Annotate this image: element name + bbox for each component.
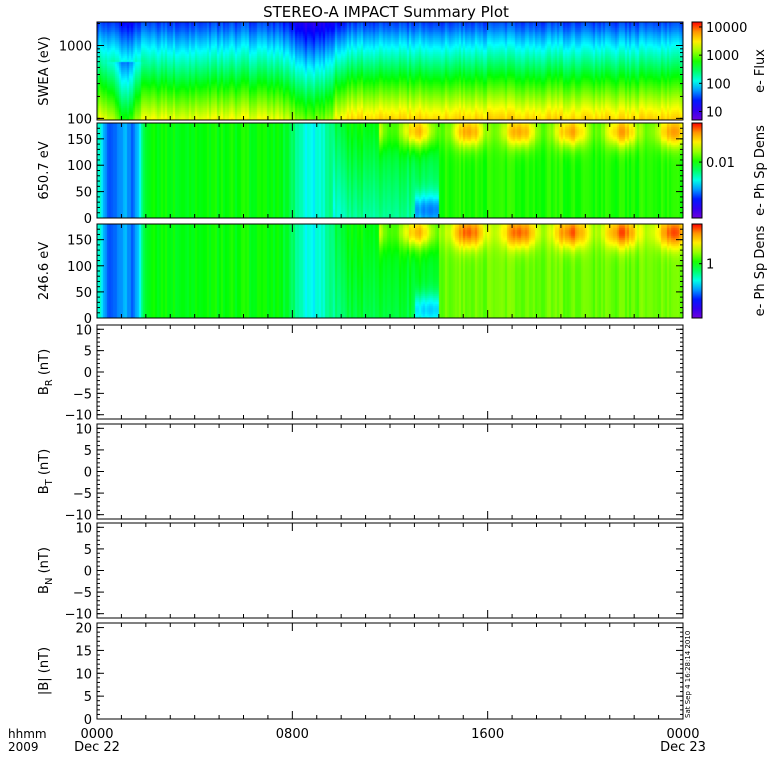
y-axis-label: |B| (nT)	[37, 647, 52, 695]
y-tick-label: 50	[75, 286, 92, 301]
y-tick-label: −5	[73, 387, 92, 402]
y-tick-label: 0	[84, 366, 92, 381]
y-tick-label: −5	[73, 487, 92, 502]
colorbar-label: e- Ph Sp Dens	[753, 125, 768, 216]
y-tick-label: −10	[65, 608, 92, 623]
x-tick-date: Dec 22	[74, 740, 120, 755]
colorbar-tick-label: 10000	[706, 21, 747, 36]
panel-frame-6	[96, 522, 684, 619]
y-tick-label: 5	[84, 690, 92, 705]
x-axis-row2-label: 2009	[8, 740, 39, 754]
colorbar-tick-label: 100	[706, 77, 731, 92]
y-tick-label: 15	[75, 644, 92, 659]
y-tick-label: 5	[84, 345, 92, 360]
y-tick-label: 1000	[59, 39, 92, 54]
y-tick-label: 150	[67, 234, 92, 249]
timestamp-stamp: Sat Sep 4 16:28:14 2010	[684, 631, 692, 718]
y-tick-label: 150	[67, 133, 92, 148]
y-axis-label: BN (nT)	[37, 547, 55, 594]
y-tick-label: −10	[65, 509, 92, 524]
y-axis-label: 650.7 eV	[37, 141, 52, 199]
x-tick-label: 0000	[80, 727, 113, 742]
panel-frame-5	[96, 423, 684, 520]
x-tick-date: Dec 23	[660, 740, 706, 755]
heatmap-panel-2	[97, 123, 683, 218]
y-axis-label: BR (nT)	[37, 349, 55, 395]
y-tick-label: 0	[84, 565, 92, 580]
y-axis-label: SWEA (eV)	[37, 36, 52, 105]
y-tick-label: 10	[75, 667, 92, 682]
x-tick-label: 1600	[471, 727, 504, 742]
y-tick-label: 5	[84, 444, 92, 459]
y-tick-label: 0	[84, 212, 92, 227]
panel-frame-7	[96, 622, 684, 720]
colorbar-tick-label: 1	[706, 258, 714, 273]
y-axis-label: BT (nT)	[37, 449, 55, 495]
heatmap-panel-1	[97, 22, 683, 120]
colorbar-1	[691, 21, 703, 121]
colorbar-tick-label: 0.01	[706, 156, 735, 171]
panel-frame-4	[96, 324, 684, 420]
x-tick-label: 0000	[666, 727, 699, 742]
y-tick-label: 100	[67, 159, 92, 174]
heatmap-panel-3	[97, 224, 683, 318]
colorbar-label: e- Flux	[753, 49, 768, 93]
colorbar-label: e- Ph Sp Dens	[753, 225, 768, 316]
colorbars: 10 100 1000 10000 e- Flux 0.01 e- Ph Sp Dens 1 e…	[691, 21, 768, 319]
colorbar-tick-label: 1000	[706, 49, 739, 64]
y-tick-label: −5	[73, 586, 92, 601]
y-tick-label: 10	[75, 521, 92, 536]
y-tick-label: 50	[75, 186, 92, 201]
y-tick-label: 100	[67, 260, 92, 275]
y-tick-label: 10	[75, 323, 92, 338]
y-tick-label: −10	[65, 409, 92, 424]
y-axis-label: 246.6 eV	[37, 242, 52, 300]
colorbar-2	[691, 122, 703, 219]
colorbar-3	[691, 223, 703, 319]
y-tick-label: 100	[67, 112, 92, 127]
x-tick-label: 0800	[276, 727, 309, 742]
y-tick-label: 0	[84, 713, 92, 728]
y-tick-label: 0	[84, 312, 92, 327]
colorbar-tick-label: 10	[706, 106, 723, 121]
x-axis-row1-label: hhmm	[8, 727, 47, 741]
y-tick-label: 10	[75, 422, 92, 437]
y-tick-label: 5	[84, 543, 92, 558]
y-tick-label: 20	[75, 622, 92, 637]
y-tick-label: 0	[84, 466, 92, 481]
chart-title: STEREO-A IMPACT Summary Plot	[263, 3, 509, 21]
